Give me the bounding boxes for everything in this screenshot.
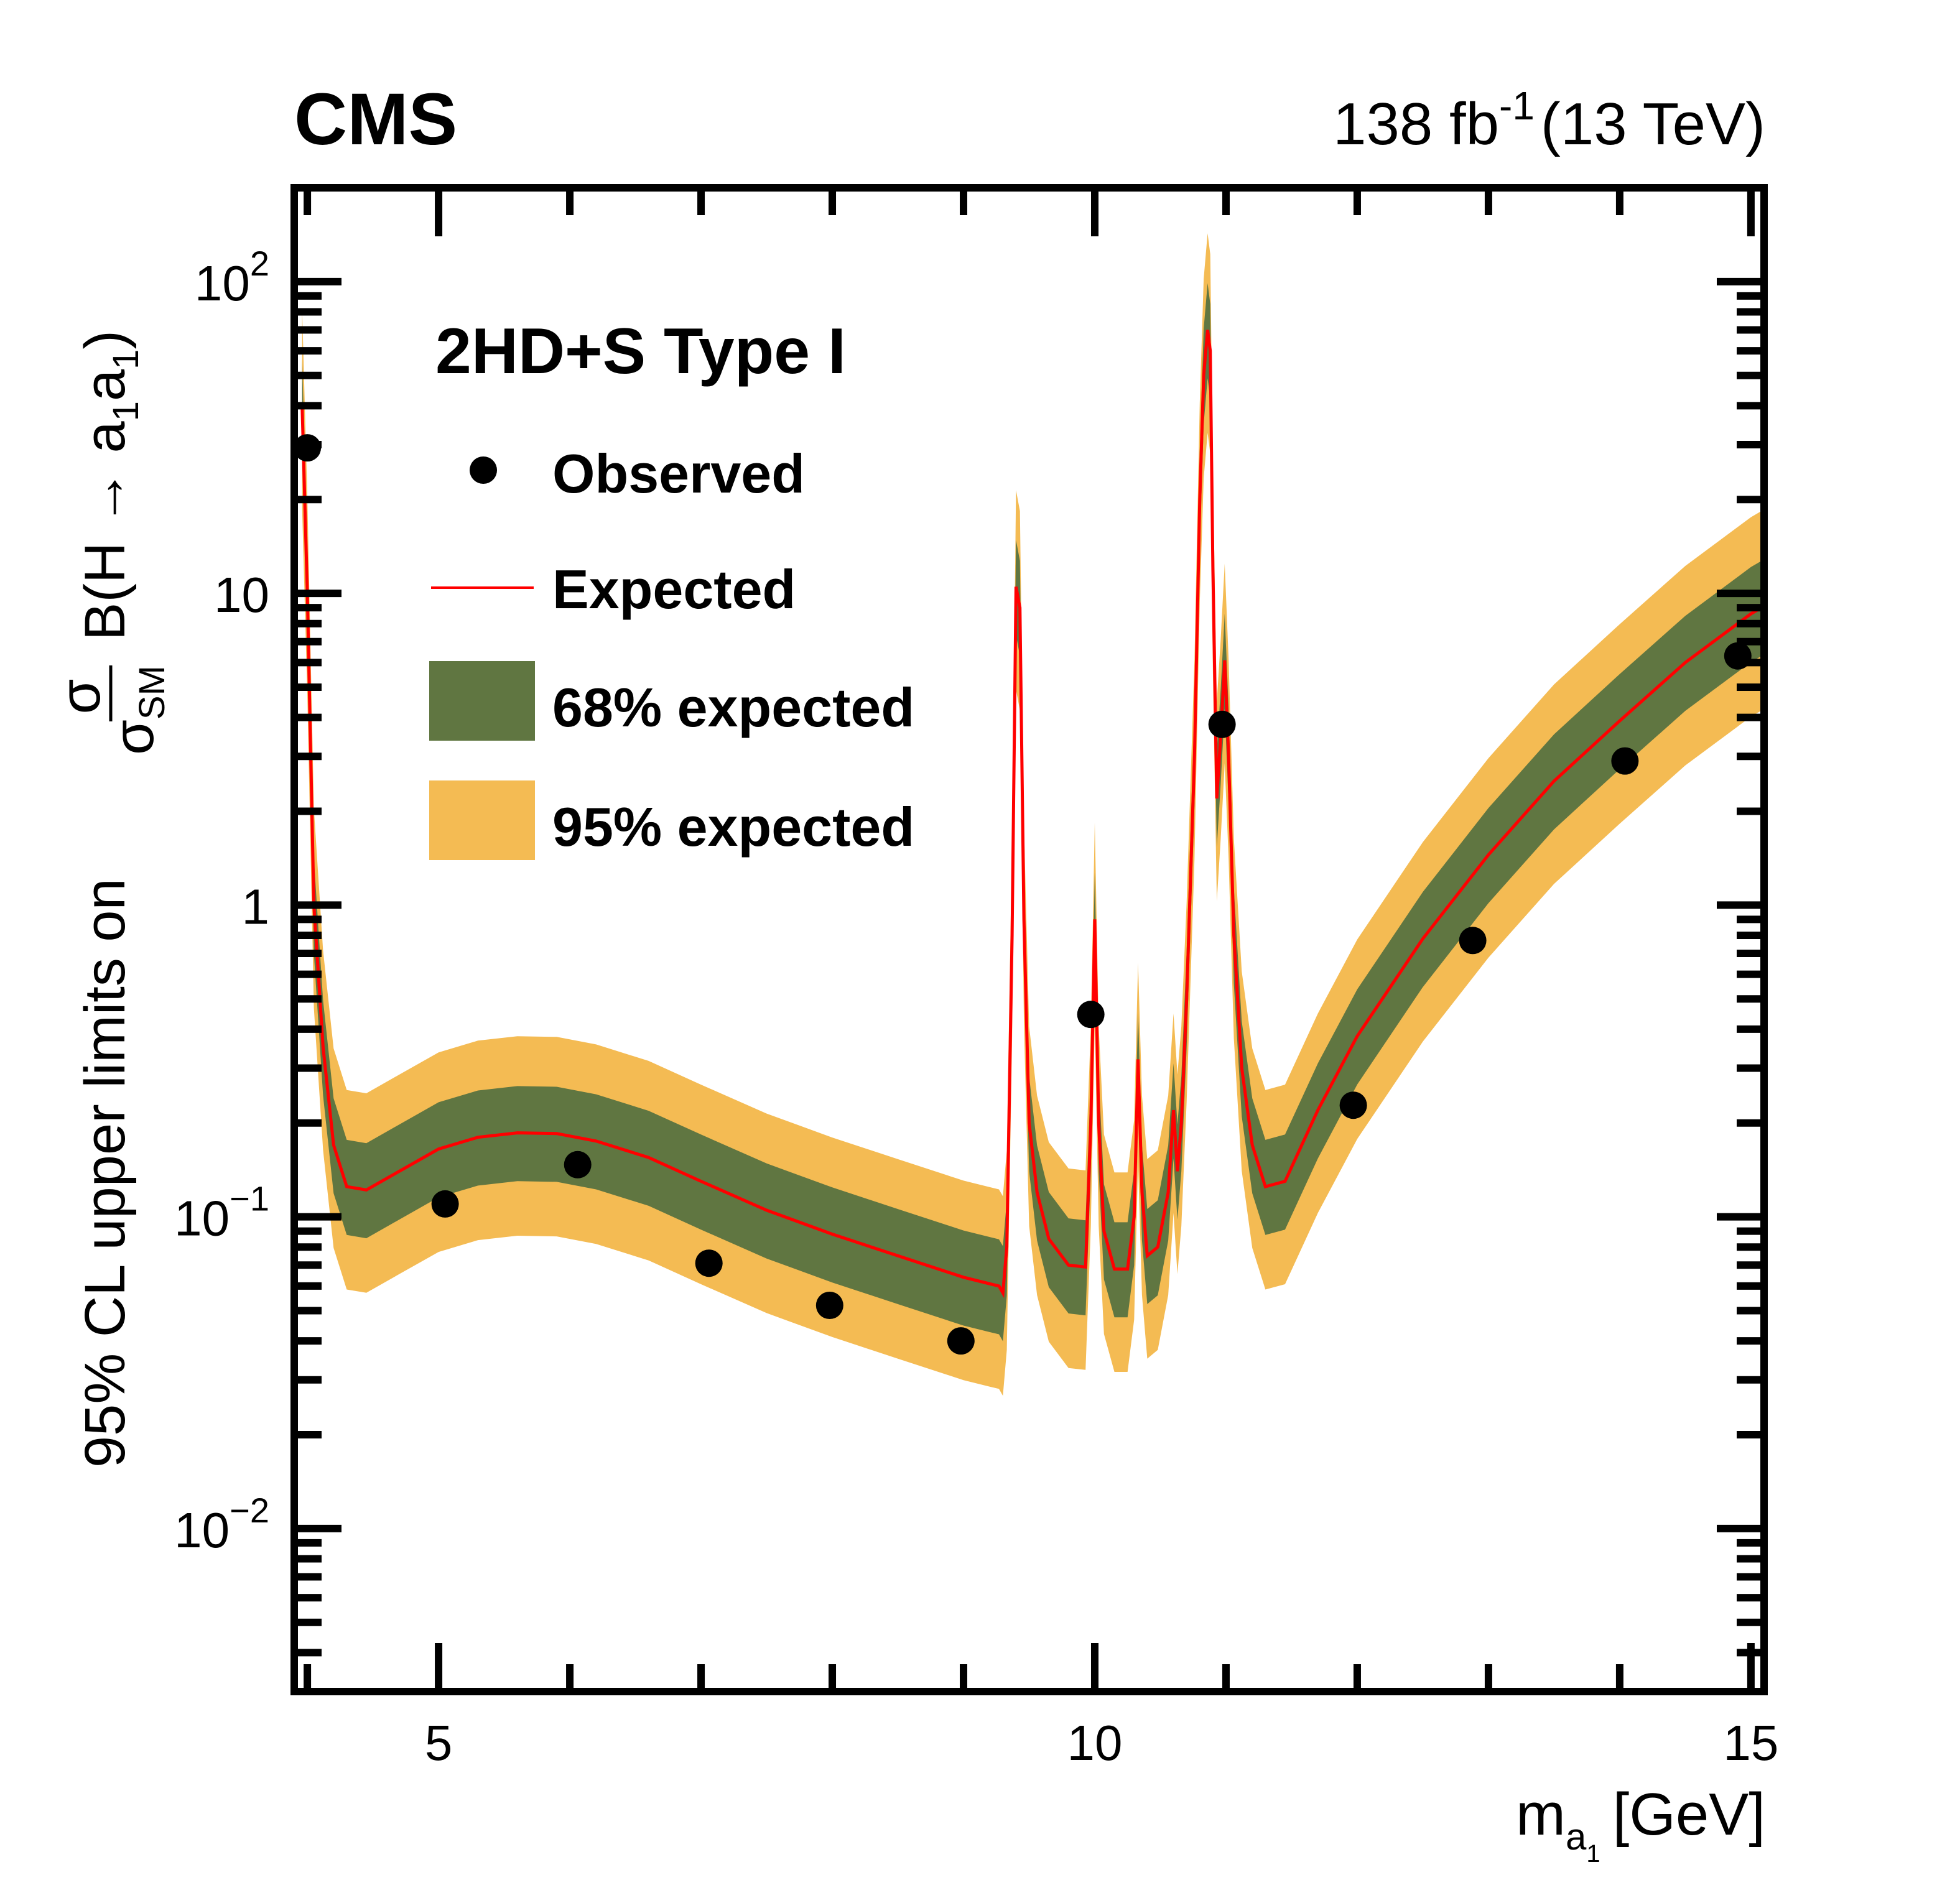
observed-point xyxy=(564,1151,592,1178)
y-tick-base: 1 xyxy=(242,879,270,934)
plot-frame xyxy=(290,184,1768,1695)
y-axis-label-frac-den-sub: SM xyxy=(132,665,172,720)
observed-point xyxy=(1077,1001,1105,1029)
observed-points xyxy=(294,434,1752,1355)
y-tick-base: 10 xyxy=(214,567,269,623)
y-axis-label-frac-den-sigma: σ xyxy=(102,720,165,755)
y-tick-base: 10 xyxy=(174,1503,230,1558)
x-axis-label: ma1 [GeV] xyxy=(1516,1781,1765,1868)
x-axis-label-sub: a xyxy=(1566,1816,1587,1858)
y-axis-label-suffix-main: B(H → a xyxy=(73,420,137,641)
x-tick-label: 5 xyxy=(425,1715,453,1771)
x-ticks: 5 10 15 xyxy=(304,192,1778,1771)
y-axis-label: 95% CL upper limits on σ σSM B(H → a1a1) xyxy=(49,330,172,1468)
expected-line xyxy=(300,330,1765,1299)
y-axis-label-sub1: 1 xyxy=(106,401,146,421)
x-axis-label-unit: [GeV] xyxy=(1613,1781,1765,1848)
y-axis-label-frac-den: σSM xyxy=(102,665,172,755)
lumi-value: 138 xyxy=(1333,91,1433,157)
observed-point xyxy=(1459,927,1487,955)
y-tick-exponent: −2 xyxy=(230,1491,269,1530)
observed-point xyxy=(1208,710,1236,738)
legend-expected-label: Expected xyxy=(552,558,796,620)
observed-point xyxy=(1611,747,1639,775)
y-axis-label-sub2: 1 xyxy=(106,350,146,369)
y-tick-label: 1 xyxy=(242,879,270,934)
legend: Observed Expected 68% expected 95% expec… xyxy=(429,443,914,860)
bands-layer xyxy=(302,233,1765,1396)
lumi-exponent: -1 xyxy=(1499,83,1535,128)
lumi-label: 138 fb-1 (13 TeV) xyxy=(1333,83,1765,157)
x-tick-label: 10 xyxy=(1067,1715,1122,1771)
y-tick-label: 10−1 xyxy=(174,1179,269,1246)
observed-point xyxy=(431,1190,459,1218)
observed-point xyxy=(695,1249,723,1277)
y-axis-label-suffix: B(H → a1a1) xyxy=(73,330,146,641)
legend-observed-marker xyxy=(470,456,497,484)
experiment-label: CMS xyxy=(294,78,457,160)
x-axis-label-main: m xyxy=(1516,1781,1566,1848)
legend-band95-box xyxy=(429,780,535,860)
y-tick-exponent: 2 xyxy=(250,244,269,283)
lumi-unit: fb xyxy=(1449,91,1499,157)
observed-point xyxy=(947,1327,975,1355)
model-label: 2HD+S Type I xyxy=(435,315,846,387)
y-tick-label: 10−2 xyxy=(174,1491,269,1558)
y-axis-label-frac-num: σ xyxy=(49,679,112,715)
y-tick-label: 102 xyxy=(195,244,269,311)
band-68-expected xyxy=(302,283,1765,1341)
y-tick-exponent: −1 xyxy=(230,1179,269,1218)
legend-band68-label: 68% expected xyxy=(552,677,914,738)
energy-label: (13 TeV) xyxy=(1541,91,1765,157)
observed-point xyxy=(1339,1091,1367,1119)
y-axis-label-prefix: 95% CL upper limits on xyxy=(73,878,137,1468)
y-tick-label: 10 xyxy=(214,567,269,623)
x-axis-label-subsub: 1 xyxy=(1586,1840,1600,1868)
y-axis-label-mid: a xyxy=(73,369,137,401)
y-axis-label-end: ) xyxy=(73,330,137,350)
x-tick-label: 15 xyxy=(1723,1715,1778,1771)
y-tick-base: 10 xyxy=(174,1191,230,1246)
band-95-expected xyxy=(302,233,1765,1396)
axes-frame xyxy=(290,184,1768,1695)
legend-band68-box xyxy=(429,661,535,741)
legend-band95-label: 95% expected xyxy=(552,796,914,858)
observed-point xyxy=(815,1292,843,1320)
y-tick-base: 10 xyxy=(195,256,250,311)
legend-observed-label: Observed xyxy=(552,443,805,504)
